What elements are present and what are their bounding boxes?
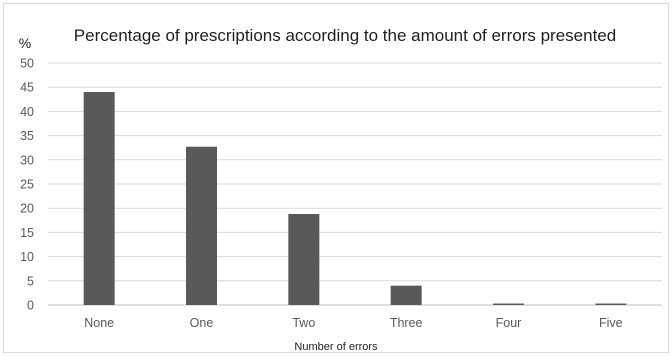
grid-layer (48, 62, 662, 306)
y-tick-label: 15 (20, 226, 34, 240)
bar (595, 303, 627, 305)
bar (288, 214, 320, 305)
y-tick-label: 50 (20, 57, 34, 71)
y-tick-label: 20 (20, 202, 34, 216)
bar (186, 146, 217, 305)
x-tick-label: None (84, 316, 114, 330)
x-tick-label: One (190, 316, 214, 330)
y-tick-label: 40 (20, 105, 34, 119)
x-tick-label: Five (599, 316, 623, 330)
chart-title: Percentage of prescriptions according to… (74, 26, 616, 45)
bar (390, 285, 422, 305)
x-tick-label: Two (292, 316, 315, 330)
y-tick-label: 45 (20, 81, 34, 95)
x-tick-label: Three (390, 316, 423, 330)
y-tick-label: 0 (27, 299, 34, 313)
bar (493, 303, 524, 305)
y-tick-layer: 0 5 10 15 20 25 30 35 40 45 50 (20, 57, 34, 313)
y-tick-label: 10 (20, 250, 34, 264)
x-tick-label: Four (496, 316, 522, 330)
y-tick-label: 35 (20, 129, 34, 143)
y-axis-label: % (19, 35, 31, 51)
x-axis-label: Number of errors (294, 341, 378, 353)
y-tick-label: 5 (27, 274, 34, 288)
y-tick-label: 30 (20, 153, 34, 167)
x-tick-layer: None One Two Three Four Five (84, 316, 622, 330)
bar (83, 92, 115, 305)
bar-layer (83, 92, 627, 305)
y-tick-label: 25 (20, 178, 34, 192)
